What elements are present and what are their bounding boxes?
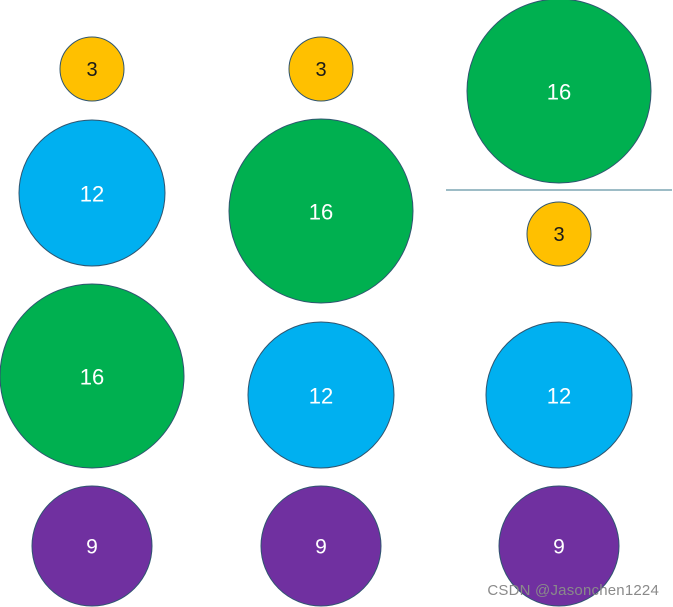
circle-label: 3	[553, 224, 564, 246]
circle-label: 3	[315, 59, 326, 81]
circle-label: 16	[80, 365, 104, 390]
circle-shape	[247, 321, 395, 469]
circle-shape	[0, 283, 185, 469]
circle-node-16: 16	[466, 0, 652, 184]
circle-shape	[18, 119, 166, 267]
circle-shape	[485, 321, 633, 469]
circle-shape	[466, 0, 652, 184]
circle-label: 16	[309, 200, 333, 225]
circle-shape	[59, 36, 125, 102]
circle-label: 3	[86, 59, 97, 81]
circle-label: 9	[315, 536, 327, 559]
circle-label: 12	[309, 384, 333, 409]
circle-label: 16	[547, 80, 571, 105]
circle-node-12: 12	[18, 119, 166, 267]
circle-node-16: 16	[0, 283, 185, 469]
circle-node-9: 9	[31, 485, 153, 607]
circle-label: 12	[547, 384, 571, 409]
circle-shape	[228, 118, 414, 304]
circle-node-3: 3	[526, 201, 592, 267]
circle-node-9: 9	[498, 485, 620, 607]
circle-label: 9	[86, 536, 98, 559]
circle-node-9: 9	[260, 485, 382, 607]
nodes-layer: 3 12 16 9 3 16 12 9 16 3 12 9	[0, 0, 652, 607]
circle-shape	[526, 201, 592, 267]
watermark: CSDN @Jasonchen1224	[487, 582, 659, 599]
circle-label: 12	[80, 182, 104, 207]
circle-shape	[31, 485, 153, 607]
circle-node-3: 3	[288, 36, 354, 102]
circle-node-16: 16	[228, 118, 414, 304]
circle-shape	[288, 36, 354, 102]
circle-node-12: 12	[485, 321, 633, 469]
circle-node-3: 3	[59, 36, 125, 102]
circle-node-12: 12	[247, 321, 395, 469]
circle-shape	[498, 485, 620, 607]
circle-label: 9	[553, 536, 565, 559]
circle-shape	[260, 485, 382, 607]
